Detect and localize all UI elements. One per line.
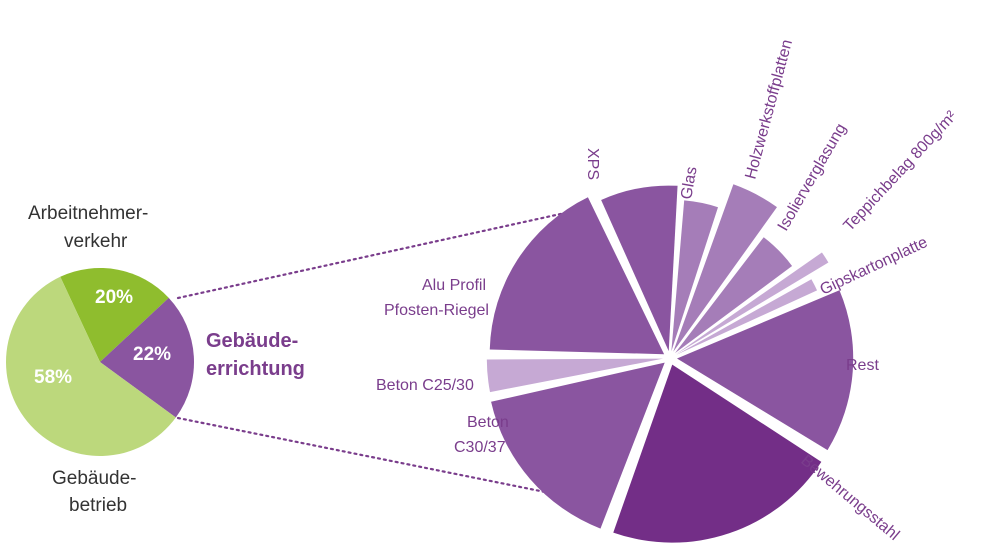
pct-label-errichtung: 22%: [133, 344, 171, 365]
label-glas: Glas: [678, 165, 700, 200]
label-rest: Rest: [846, 357, 879, 374]
material-pie-chart: [486, 184, 854, 543]
label-betrieb-line2: betrieb: [69, 495, 127, 516]
connector-line-top: [176, 211, 567, 300]
material-slice-glas: [671, 200, 718, 352]
pie-slice-geb-ude-errichtung: [100, 297, 195, 418]
label-holzwerkstoffplatten: Holzwerkstoffplatten: [742, 38, 796, 181]
label-errichtung-line2: errichtung: [206, 358, 305, 380]
material-slice-gipskartonplatte: [676, 279, 818, 355]
main-pie-chart: [5, 267, 195, 457]
material-slice-teppichbelag-800g-m: [675, 252, 829, 355]
pie-slice-geb-ude-betrieb: [5, 276, 176, 457]
label-alu-line2: Pfosten-Riegel: [384, 302, 489, 319]
label-errichtung-line1: Gebäude-: [206, 330, 298, 352]
material-slice-isolierverglasung: [674, 237, 793, 354]
label-arbeitnehmer-line2: verkehr: [64, 231, 128, 252]
connector-line-bottom: [176, 416, 572, 499]
material-slice-holzwerkstoffplatten: [673, 184, 777, 352]
material-slice-rest: [676, 290, 854, 451]
label-beton-c25: Beton C25/30: [376, 377, 474, 394]
material-slice-beton-c25-30: [486, 358, 664, 393]
pie-slice-arbeitnehmer-verkehr: [60, 267, 169, 362]
label-alu-line1: Alu Profil: [422, 277, 486, 294]
material-slice-beton-c30-37: [491, 362, 665, 529]
pct-label-arbeitnehmer: 20%: [95, 287, 133, 308]
label-beton-c30-line1: Beton: [467, 414, 509, 431]
material-slice-bewehrungsstahl: [613, 364, 822, 543]
material-slice-alu-profil-pfosten-riegel: [489, 197, 665, 355]
material-slice-xps: [601, 185, 678, 352]
label-beton-c30-line2: C30/37: [454, 439, 506, 456]
label-gipskartonplatte: Gipskartonplatte: [818, 234, 931, 299]
label-isolierverglasung: Isolierverglasung: [775, 121, 850, 234]
label-teppichbelag: Teppichbelag 800g/m²: [840, 108, 960, 235]
pct-label-betrieb: 58%: [34, 367, 72, 388]
label-betrieb-line1: Gebäude-: [52, 468, 137, 489]
label-xps: XPS: [584, 148, 601, 180]
label-bewehrungsstahl: Bewehrungsstahl: [797, 452, 902, 544]
label-arbeitnehmer-line1: Arbeitnehmer-: [28, 203, 148, 224]
